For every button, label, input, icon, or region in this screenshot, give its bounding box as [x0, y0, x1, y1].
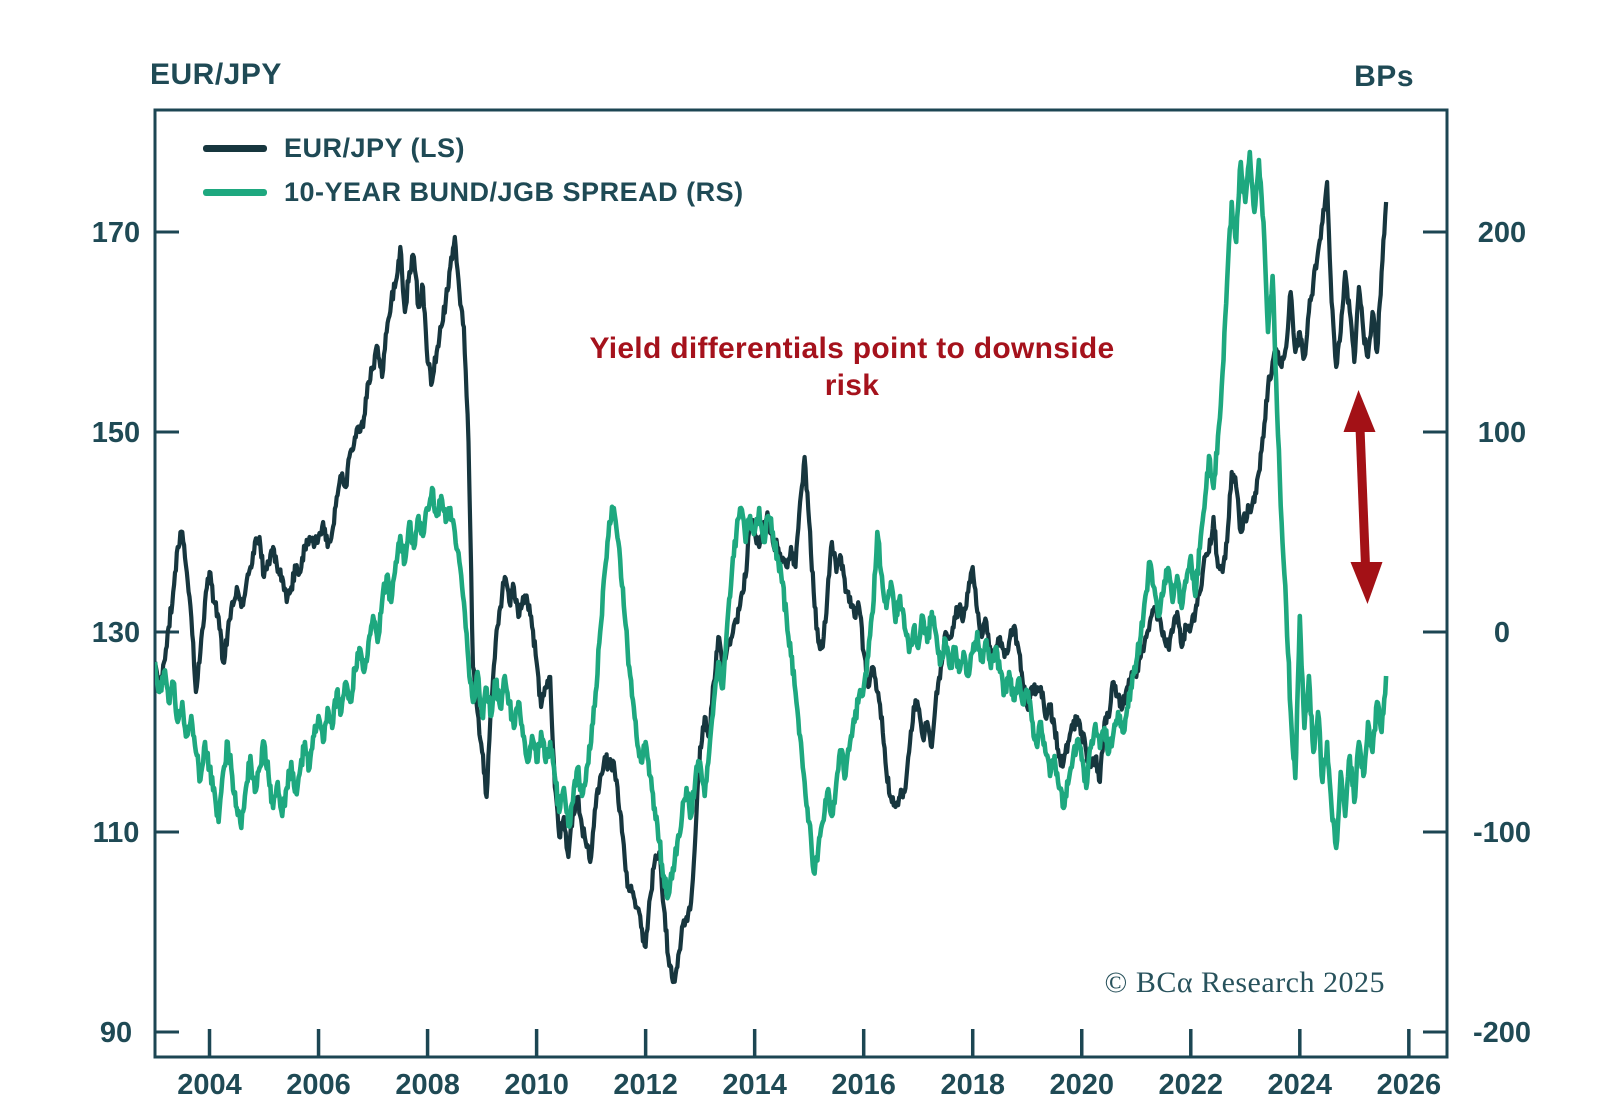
x-axis-ticks [207, 1029, 1411, 1057]
y-left-tick-label: 170 [92, 217, 140, 249]
y-right-tick-label: -200 [1473, 1017, 1531, 1049]
series-eurjpy-line [155, 179, 1389, 985]
x-tick-label: 2024 [1268, 1069, 1333, 1101]
y-left-tick-label: 130 [92, 617, 140, 649]
downside-arrow-icon [1343, 390, 1383, 604]
x-tick-label: 2012 [613, 1069, 678, 1101]
downside-risk-annotation: Yield differentials point to downside ri… [589, 330, 1114, 404]
right-axis-title: BPs [1354, 60, 1414, 93]
plot-border [153, 108, 1449, 1059]
credit: © BCα Research 2025 [1104, 966, 1385, 999]
annotation-line-1: Yield differentials point to downside [589, 332, 1115, 365]
legend-label-spread: 10-YEAR BUND/JGB SPREAD (RS) [284, 176, 744, 207]
left-axis-title: EUR/JPY [150, 58, 282, 91]
x-tick-label: 2010 [504, 1069, 569, 1101]
y-left-tick-label: 150 [92, 417, 140, 449]
legend-item-spread: 10-YEAR BUND/JGB SPREAD (RS) [203, 177, 744, 207]
x-tick-label: 2026 [1377, 1069, 1442, 1101]
legend-label-eurjpy: EUR/JPY (LS) [284, 132, 466, 163]
y-axis-right-ticks [1423, 230, 1447, 1034]
x-tick-label: 2004 [177, 1069, 242, 1101]
legend-swatch-spread-icon [203, 188, 267, 196]
legend-item-eurjpy: EUR/JPY (LS) [203, 133, 744, 163]
y-left-tick-label: 90 [100, 1017, 132, 1049]
x-tick-label: 2014 [722, 1069, 787, 1101]
x-tick-label: 2022 [1159, 1069, 1224, 1101]
x-tick-label: 2018 [940, 1069, 1005, 1101]
y-left-tick-label: 110 [93, 817, 140, 849]
x-tick-label: 2016 [831, 1069, 896, 1101]
series-spread-line [155, 149, 1389, 901]
y-right-tick-label: 100 [1478, 417, 1526, 449]
y-right-tick-label: -100 [1473, 817, 1531, 849]
y-right-tick-label: 200 [1478, 217, 1526, 249]
y-right-tick-label: 0 [1494, 617, 1510, 649]
legend: EUR/JPY (LS) 10-YEAR BUND/JGB SPREAD (RS… [203, 133, 744, 221]
x-tick-label: 2020 [1049, 1069, 1114, 1101]
annotation-line-2: risk [824, 369, 880, 402]
x-tick-label: 2008 [395, 1069, 460, 1101]
legend-swatch-eurjpy-icon [203, 144, 267, 152]
x-tick-label: 2006 [286, 1069, 351, 1101]
